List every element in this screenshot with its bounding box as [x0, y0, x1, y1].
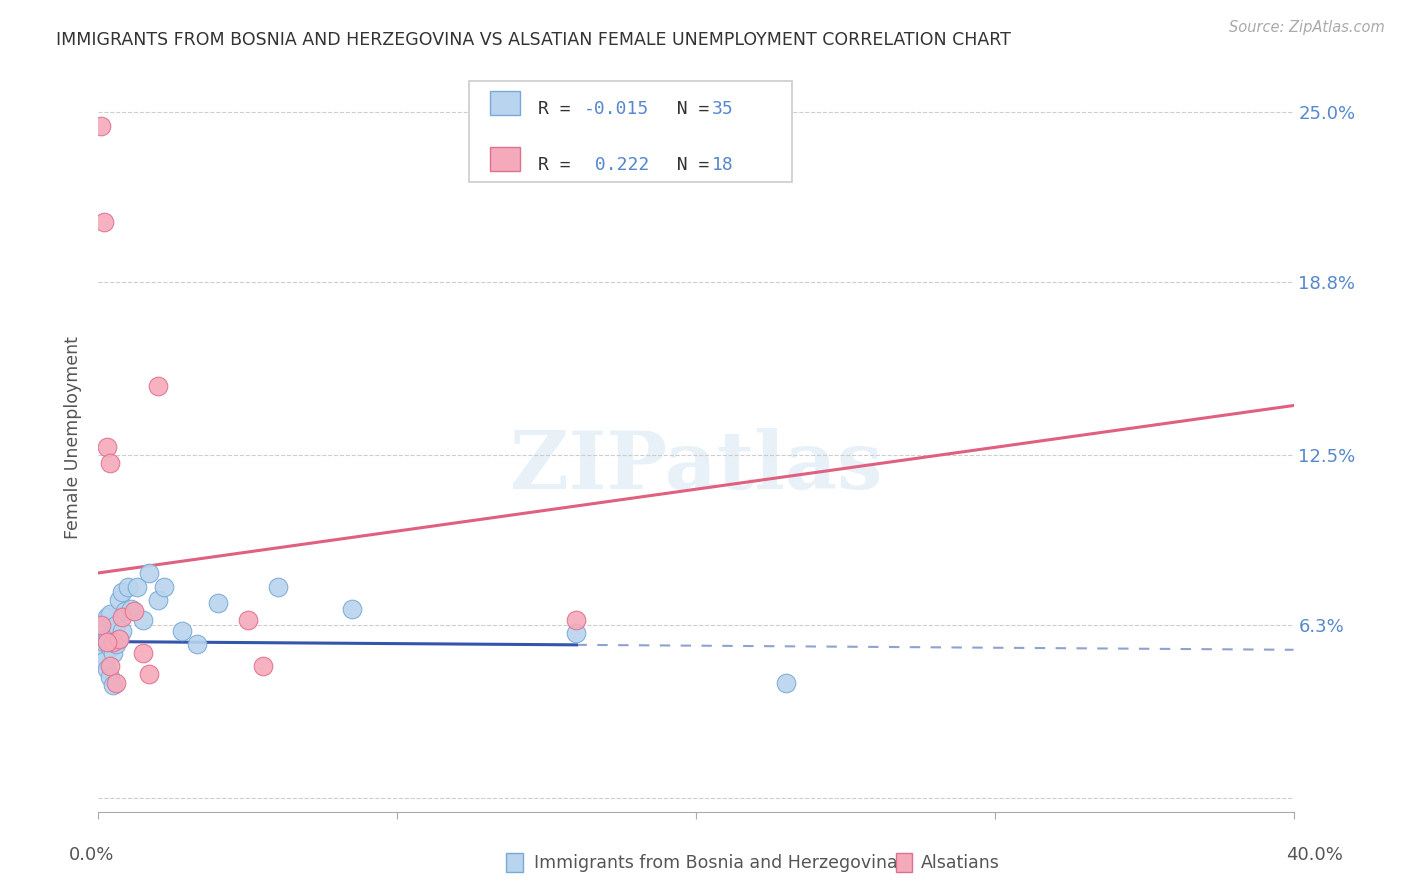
Point	[108, 632, 131, 646]
Text: R =: R =	[538, 100, 582, 118]
Point	[267, 580, 290, 594]
Text: IMMIGRANTS FROM BOSNIA AND HERZEGOVINA VS ALSATIAN FEMALE UNEMPLOYMENT CORRELATI: IMMIGRANTS FROM BOSNIA AND HERZEGOVINA V…	[56, 31, 1011, 49]
Point	[90, 629, 112, 643]
Point	[96, 440, 118, 454]
FancyBboxPatch shape	[491, 91, 520, 115]
Point	[105, 618, 128, 632]
Text: N =: N =	[655, 100, 721, 118]
Point	[207, 596, 229, 610]
Point	[103, 634, 125, 648]
Point	[98, 456, 122, 470]
Text: -0.015: -0.015	[583, 100, 650, 118]
Point	[124, 604, 146, 618]
Text: 18: 18	[711, 156, 734, 174]
Point	[93, 634, 115, 648]
Point	[93, 214, 115, 228]
Point	[103, 678, 125, 692]
Point	[98, 670, 122, 684]
Text: 0.0%: 0.0%	[69, 846, 114, 863]
Text: 35: 35	[711, 100, 734, 118]
Point	[105, 675, 128, 690]
Text: 0.222: 0.222	[583, 156, 650, 174]
Point	[153, 580, 176, 594]
Point	[565, 626, 588, 640]
Point	[252, 659, 274, 673]
Point	[138, 566, 160, 580]
Point	[236, 613, 259, 627]
Point	[148, 593, 170, 607]
FancyBboxPatch shape	[491, 147, 520, 171]
Text: N =: N =	[655, 156, 721, 174]
Text: R =: R =	[538, 156, 582, 174]
Point	[103, 646, 125, 660]
Point	[117, 580, 139, 594]
Point	[108, 593, 131, 607]
Point	[90, 646, 112, 660]
Point	[148, 379, 170, 393]
Point	[138, 667, 160, 681]
Point	[132, 646, 155, 660]
Point	[93, 618, 115, 632]
Point	[108, 632, 131, 646]
Point	[775, 675, 797, 690]
Point	[90, 119, 112, 133]
Text: ZIPatlas: ZIPatlas	[510, 428, 882, 506]
Point	[127, 580, 149, 594]
Text: Immigrants from Bosnia and Herzegovina: Immigrants from Bosnia and Herzegovina	[534, 854, 898, 871]
Point	[96, 632, 118, 646]
Text: Source: ZipAtlas.com: Source: ZipAtlas.com	[1229, 20, 1385, 35]
Y-axis label: Female Unemployment: Female Unemployment	[65, 335, 83, 539]
Text: 40.0%: 40.0%	[1286, 846, 1343, 863]
Point	[172, 624, 194, 638]
Point	[96, 634, 118, 648]
FancyBboxPatch shape	[470, 81, 792, 182]
Point	[111, 585, 134, 599]
Point	[98, 659, 122, 673]
Point	[93, 654, 115, 668]
Point	[342, 601, 364, 615]
Point	[96, 662, 118, 676]
Text: Alsatians: Alsatians	[921, 854, 1000, 871]
Point	[90, 618, 112, 632]
Point	[98, 640, 122, 654]
Point	[98, 607, 122, 621]
Point	[111, 610, 134, 624]
Point	[103, 626, 125, 640]
Point	[120, 601, 142, 615]
Point	[114, 604, 136, 618]
Point	[105, 637, 128, 651]
Point	[186, 637, 208, 651]
Point	[96, 610, 118, 624]
Point	[565, 613, 588, 627]
Point	[111, 624, 134, 638]
Point	[132, 613, 155, 627]
